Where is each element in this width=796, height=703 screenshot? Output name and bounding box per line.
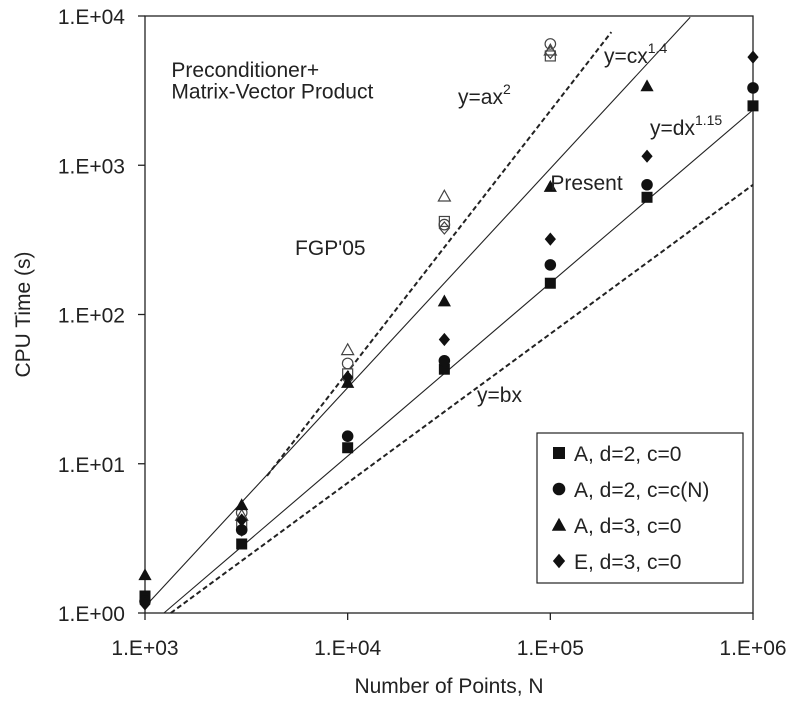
y-axis-title: CPU Time (s) [12,252,35,378]
annotation-2: FGP'05 [295,237,366,260]
x-tick-label: 1.E+06 [719,637,786,660]
diamond-point [342,370,354,384]
square-point [342,442,354,454]
y-tick-label: 1.E+03 [58,155,125,178]
square-point [438,363,450,375]
x-tick-label: 1.E+05 [517,637,584,660]
text-labels: y=ax2 y=cx1.4 y=dx1.15 y=bx Preconditioner+M… [171,40,722,407]
y-tick-label: 1.E+02 [58,305,125,328]
open-diamond-point [438,221,451,235]
open-square-point [544,50,556,62]
diamond-point [139,597,151,611]
circle-point [747,82,759,94]
legend-label: E, d=3, c=0 [574,551,681,574]
triangle-point [235,498,249,511]
circle-point [341,430,354,442]
circle-point [438,354,451,367]
legend: A, d=2, c=0 A, d=2, c=c(N) A, d=3, c=0 E, d… [536,432,744,584]
open-square-point [438,215,450,228]
legend-marker-circle [552,482,566,496]
diamond-point [544,232,556,246]
legend-marker-square [553,447,565,459]
triangle-point [437,294,451,307]
annotation-0: Preconditioner+ [171,59,319,82]
triangle-point [138,568,152,581]
y-tick-label: 1.E+00 [58,603,125,626]
data-points [138,38,759,611]
legend-label: A, d=2, c=c(N) [574,479,709,502]
legend-marker-triangle [551,517,567,531]
fit-line-0 [266,31,613,477]
open-triangle-point [437,189,452,202]
legend-box [536,432,744,584]
x-axis-title: Number of Points, N [354,675,543,698]
line-label-1: y=cx1.4 [604,40,667,68]
open-circle-point [544,38,557,50]
circle-point [544,259,557,271]
square-point [641,191,653,203]
y-tick-label: 1.E+01 [58,454,125,477]
diamond-point [438,332,450,347]
annotation-3: Present [550,172,623,195]
triangle-point [543,179,557,192]
open-triangle-point [340,342,355,356]
line-label-2: y=dx1.15 [650,112,722,140]
legend-marker-diamond [552,553,566,569]
legend-label: A, d=3, c=0 [574,515,681,538]
fit-line-2 [163,109,754,614]
square-point [544,277,556,289]
y-tick-label: 1.E+04 [58,6,125,29]
open-diamond-point [544,45,557,60]
circle-point [235,524,248,536]
line-label-3: y=bx [477,384,522,407]
diamond-point [236,513,248,527]
line-label-0: y=ax2 [458,81,511,109]
square-point [747,100,759,112]
fit-line-3 [170,183,754,614]
open-circle-point [438,218,451,231]
diamond-point [641,149,653,163]
square-point [236,538,248,550]
x-tick-label: 1.E+04 [314,637,381,660]
diamond-point [747,50,759,64]
axis-ticks: 1.E+03 1.E+04 1.E+05 1.E+06 1.E+00 1.E+01 1.E+… [12,6,787,698]
open-circle-point [341,357,354,370]
x-tick-label: 1.E+03 [111,637,178,660]
annotation-1: Matrix-Vector Product [171,81,373,104]
triangle-point [640,79,654,92]
legend-label: A, d=2, c=0 [574,443,681,466]
circle-point [641,178,653,191]
